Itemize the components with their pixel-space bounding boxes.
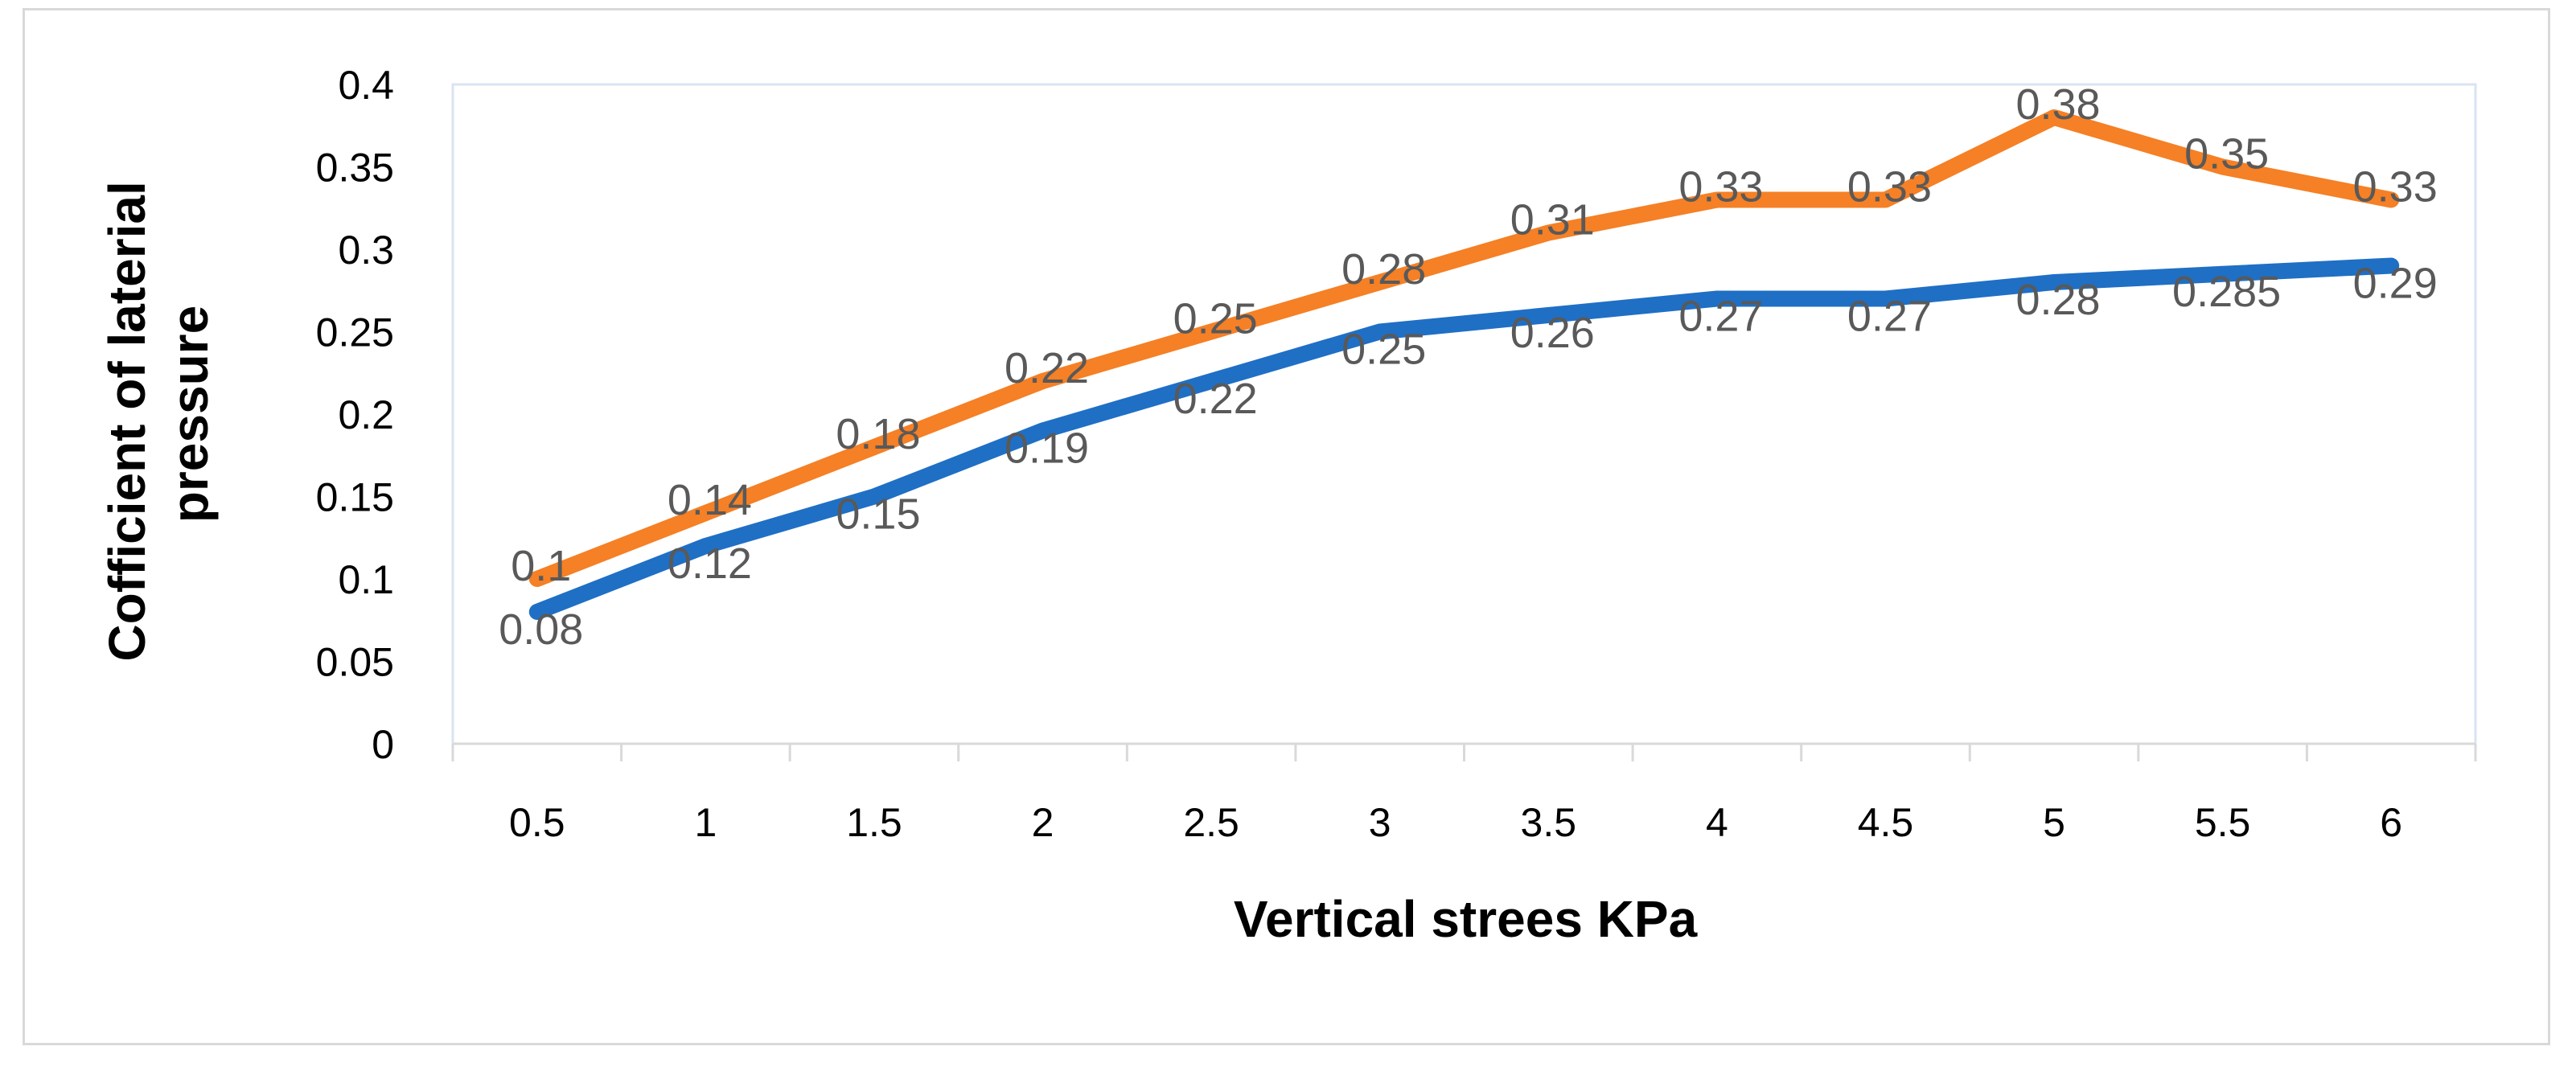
y-tick-label: 0	[372, 722, 394, 767]
data-label-series-2: 0.25	[1173, 295, 1258, 343]
data-labels: 0.08 0.12 0.15 0.19 0.22 0.25 0.26 0.27 0.27 0.28…	[499, 80, 2438, 654]
data-label-series-1: 0.22	[1173, 375, 1258, 423]
y-tick-label: 0.35	[316, 146, 394, 191]
data-label-series-2: 0.22	[1005, 344, 1089, 392]
series-lines	[528, 109, 2400, 620]
data-label-series-2: 0.38	[2015, 80, 2100, 129]
x-tick-label: 3	[1369, 800, 1391, 845]
data-label-series-1: 0.28	[2015, 276, 2100, 324]
data-label-series-1: 0.12	[668, 540, 752, 588]
data-label-series-1: 0.285	[2172, 268, 2281, 316]
y-tick-label: 0.05	[316, 640, 394, 685]
data-label-series-2: 0.33	[1678, 163, 1763, 211]
x-tick-label: 1	[694, 800, 717, 845]
x-tick-label: 6	[2380, 800, 2402, 845]
x-tick-label: 4	[1706, 800, 1728, 845]
data-label-series-1: 0.26	[1510, 309, 1595, 357]
x-tick-label: 0.5	[509, 800, 565, 845]
y-tick-label: 0.3	[338, 228, 394, 273]
data-label-series-2: 0.33	[1847, 163, 1932, 211]
data-label-series-1: 0.27	[1847, 293, 1932, 341]
plot-area	[451, 83, 2477, 745]
y-axis-title-line-2: pressure	[161, 306, 219, 523]
data-label-series-2: 0.33	[2353, 163, 2438, 211]
data-label-series-2: 0.31	[1510, 196, 1595, 244]
data-label-series-1: 0.19	[1005, 425, 1089, 473]
data-label-series-1: 0.27	[1678, 293, 1763, 341]
chart-frame	[23, 8, 2550, 1045]
data-label-series-2: 0.35	[2184, 130, 2269, 178]
x-tick-label: 2.5	[1183, 800, 1239, 845]
x-axis-title: Vertical strees KPa	[1234, 890, 1698, 948]
y-tick-label: 0.2	[338, 392, 394, 437]
data-label-series-2: 0.18	[836, 410, 920, 458]
plot-border	[451, 83, 2477, 745]
data-label-series-1: 0.25	[1341, 326, 1426, 374]
y-axis-title-line-1: Cofficient of laterial	[98, 181, 156, 661]
data-label-series-2: 0.14	[668, 476, 752, 524]
data-label-series-1: 0.15	[836, 490, 920, 539]
data-label-series-1: 0.08	[499, 605, 583, 654]
series-line-1	[528, 257, 2400, 620]
data-label-series-1: 0.29	[2353, 260, 2438, 308]
y-tick-label: 0.15	[316, 475, 394, 520]
y-tick-label: 0.1	[338, 557, 394, 602]
x-tick-label: 2	[1032, 800, 1054, 845]
x-tick-label: 5.5	[2195, 800, 2251, 845]
y-axis-title: Cofficient of laterial pressure	[98, 166, 219, 661]
x-tick-label: 4.5	[1858, 800, 1914, 845]
x-tick-label: 5	[2043, 800, 2065, 845]
y-tick-label: 0.4	[338, 63, 394, 108]
y-tick-label: 0.25	[316, 310, 394, 355]
data-label-series-2: 0.28	[1341, 245, 1426, 293]
series-line-2	[528, 109, 2400, 587]
x-axis-ticks: 0.5 1 1.5 2 2.5 3 3.5 4 4.5 5 5.5 6	[451, 744, 2477, 845]
x-tick-label: 3.5	[1521, 800, 1577, 845]
x-tick-label: 1.5	[846, 800, 902, 845]
data-label-series-2: 0.1	[511, 542, 571, 590]
y-axis-ticks: 0 0.05 0.1 0.15 0.2 0.25 0.3 0.35 0.4	[316, 63, 394, 767]
